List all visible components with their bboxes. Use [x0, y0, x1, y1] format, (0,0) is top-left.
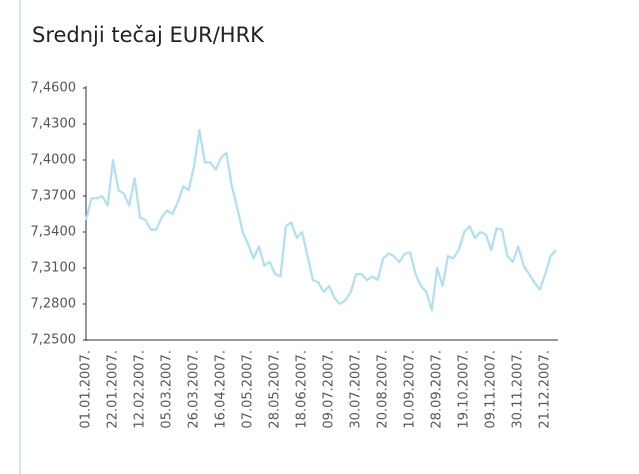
y-tick-label: 7,2500 [31, 333, 77, 348]
x-tick-label: 16.04.2007. [214, 350, 229, 429]
y-tick-label: 7,4600 [31, 81, 77, 96]
x-tick-label: 22.01.2007. [106, 350, 121, 429]
x-tick-label: 30.11.2007. [511, 350, 526, 429]
y-tick-label: 7,2800 [31, 297, 77, 312]
x-tick-label: 26.03.2007. [187, 350, 202, 429]
y-tick-label: 7,3700 [31, 189, 77, 204]
x-tick-label: 21.12.2007. [538, 350, 553, 429]
x-tick-label: 18.06.2007. [295, 350, 310, 429]
x-tick-label: 09.11.2007. [484, 350, 499, 429]
line [84, 128, 557, 312]
x-tick-label: 28.09.2007. [430, 350, 445, 429]
x-tick-label: 09.07.2007. [322, 350, 337, 429]
chart-title: Srednji tečaj EUR/HRK [32, 23, 265, 47]
x-tick-label: 19.10.2007. [457, 350, 472, 429]
x-tick-label: 10.09.2007. [403, 350, 418, 429]
y-tick-label: 7,3100 [31, 261, 77, 276]
y-tick-label: 7,4300 [31, 117, 77, 132]
y-tick-label: 7,3400 [31, 225, 77, 240]
y-tick-label: 7,4000 [31, 153, 77, 168]
x-tick-label: 05.03.2007. [160, 350, 175, 429]
x-tick-label: 07.05.2007. [241, 350, 256, 429]
x-tick-label: 12.02.2007. [133, 350, 148, 429]
x-tick-label: 20.08.2007. [376, 350, 391, 429]
x-tick-label: 01.01.2007. [79, 350, 94, 429]
x-tick-label: 30.07.2007. [349, 350, 364, 429]
x-tick-label: 28.05.2007. [268, 350, 283, 429]
